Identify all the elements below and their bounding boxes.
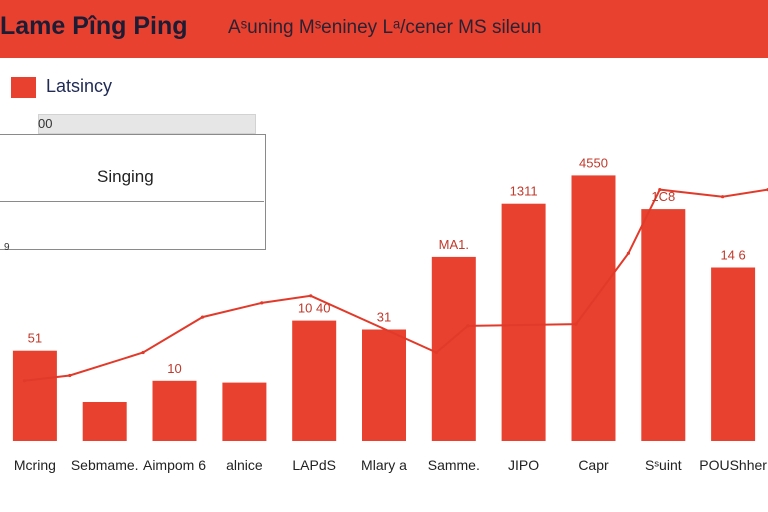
line-point-6	[434, 350, 438, 355]
category-label-9: Sˢuint	[645, 457, 682, 473]
category-label-1: Sebmame.	[71, 457, 139, 473]
line-point-5	[309, 294, 313, 298]
bar-6[interactable]	[431, 256, 476, 441]
category-label-4: LAPdS	[292, 457, 336, 473]
filter-input[interactable]	[38, 114, 256, 134]
data-label-10: 14 6	[720, 248, 745, 263]
bar-1[interactable]	[82, 402, 127, 441]
category-label-7: JIPO	[508, 457, 539, 473]
bar-5[interactable]	[362, 329, 406, 442]
data-label-2: 10	[167, 361, 181, 376]
filter-value: 00	[38, 116, 53, 131]
category-label-10: POUShher	[699, 457, 767, 473]
line-point-11	[721, 195, 725, 199]
category-label-0: Mcring	[14, 457, 56, 473]
data-label-0: 51	[28, 331, 42, 346]
category-label-5: Mlary a	[361, 457, 407, 473]
bar-9[interactable]	[641, 209, 686, 441]
line-point-0	[22, 379, 26, 383]
dropdown-panel: Singing	[0, 134, 266, 250]
bar-8[interactable]	[571, 175, 616, 441]
dropdown-divider	[0, 201, 264, 202]
bar-3[interactable]	[222, 382, 267, 441]
dropdown-option-singing[interactable]: Singing	[97, 167, 154, 186]
category-label-6: Samme.	[428, 457, 480, 473]
side-tick-label: 9	[4, 242, 10, 253]
data-label-5: 31	[377, 310, 391, 325]
data-label-6: MA1.	[439, 237, 469, 252]
bar-2[interactable]	[152, 380, 197, 441]
legend-label[interactable]: Latsincy	[46, 76, 113, 96]
category-label-2: Aimpom 6	[143, 457, 206, 473]
line-point-3	[200, 315, 205, 319]
page-subtitle: Aˢuning Mˢeniney Lᵃ/cener MS sileun	[228, 17, 542, 38]
legend-swatch	[11, 77, 36, 98]
page-title: Lame Pîng Ping	[0, 12, 188, 40]
bar-4[interactable]	[292, 320, 337, 441]
header-bar: Lame Pîng Ping Aˢuning Mˢeniney Lᵃ/cener…	[0, 0, 768, 58]
data-label-8: 4550	[579, 155, 608, 170]
category-label-3: alnice	[226, 457, 263, 473]
bar-7[interactable]	[501, 203, 546, 441]
bar-10[interactable]	[711, 267, 756, 442]
line-point-2	[141, 350, 145, 355]
data-label-4: 10 40	[298, 301, 331, 316]
line-point-4	[260, 301, 264, 305]
data-label-7: 1311	[510, 184, 538, 199]
category-label-8: Capr	[578, 457, 609, 473]
line-point-10	[658, 188, 662, 192]
line-point-7	[466, 324, 470, 328]
line-point-1	[68, 373, 72, 378]
line-point-9	[626, 251, 631, 255]
data-label-9: 1C8	[651, 189, 675, 204]
bar-0[interactable]	[12, 350, 57, 441]
line-point-8	[574, 322, 578, 326]
